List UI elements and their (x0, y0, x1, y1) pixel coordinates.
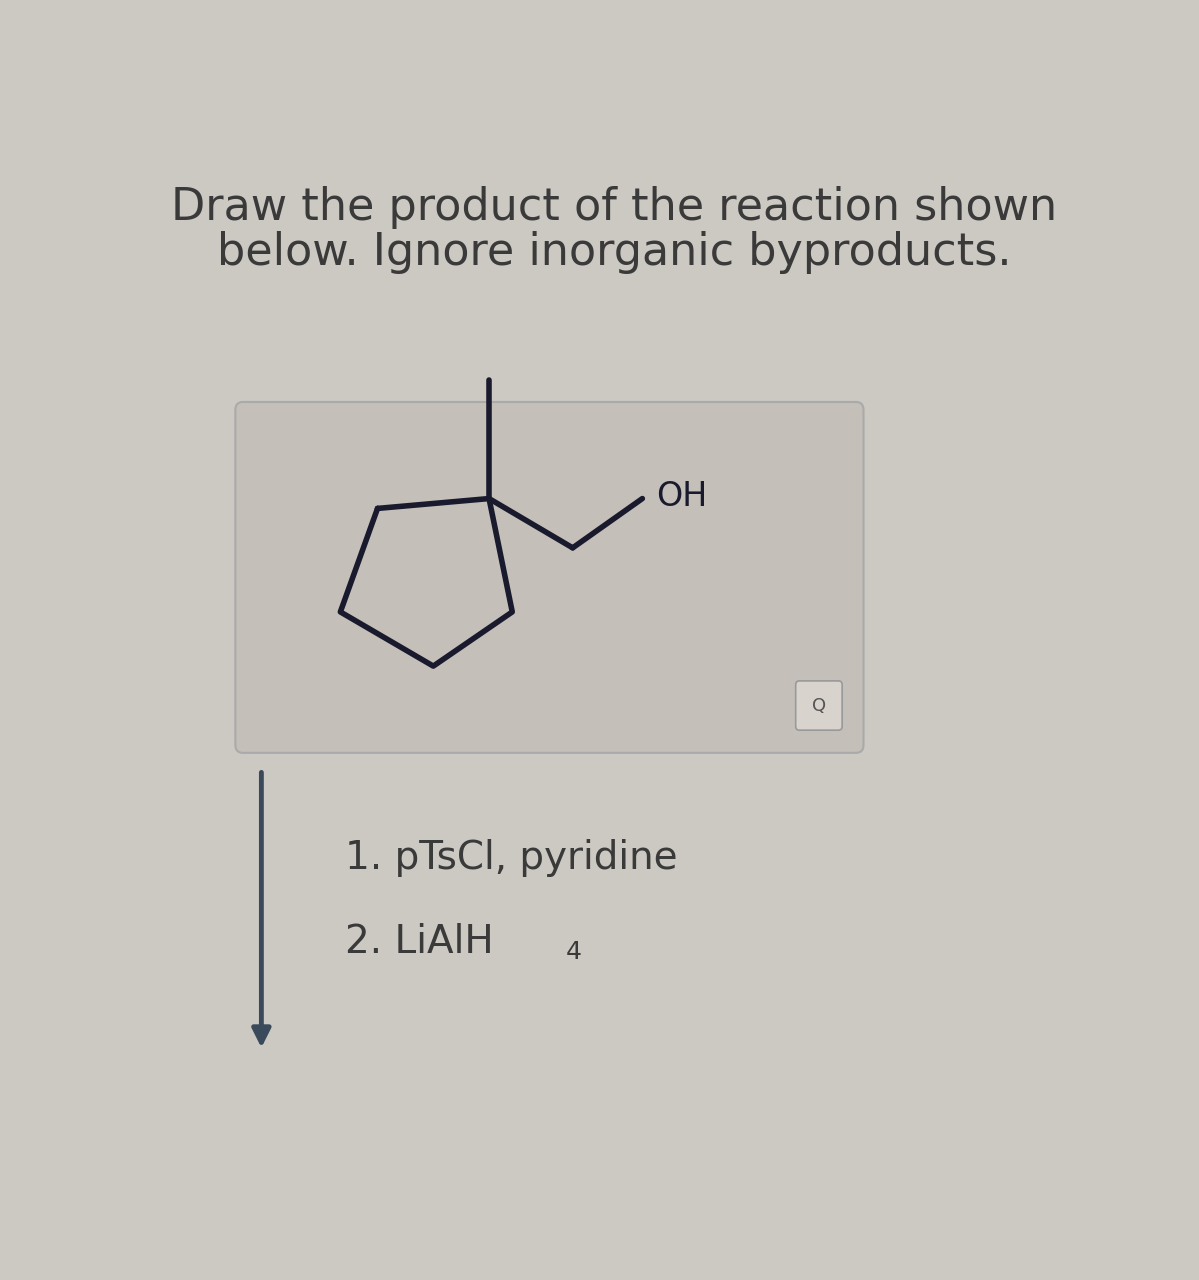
Text: 2. LiAlH: 2. LiAlH (345, 923, 494, 961)
FancyBboxPatch shape (796, 681, 842, 730)
Text: Draw the product of the reaction shown: Draw the product of the reaction shown (171, 187, 1058, 229)
Text: below. Ignore inorganic byproducts.: below. Ignore inorganic byproducts. (217, 230, 1012, 274)
Text: 4: 4 (566, 940, 583, 964)
FancyBboxPatch shape (235, 402, 863, 753)
Text: OH: OH (656, 480, 707, 513)
Text: Q: Q (812, 696, 826, 714)
Text: 1. pTsCl, pyridine: 1. pTsCl, pyridine (345, 840, 677, 877)
